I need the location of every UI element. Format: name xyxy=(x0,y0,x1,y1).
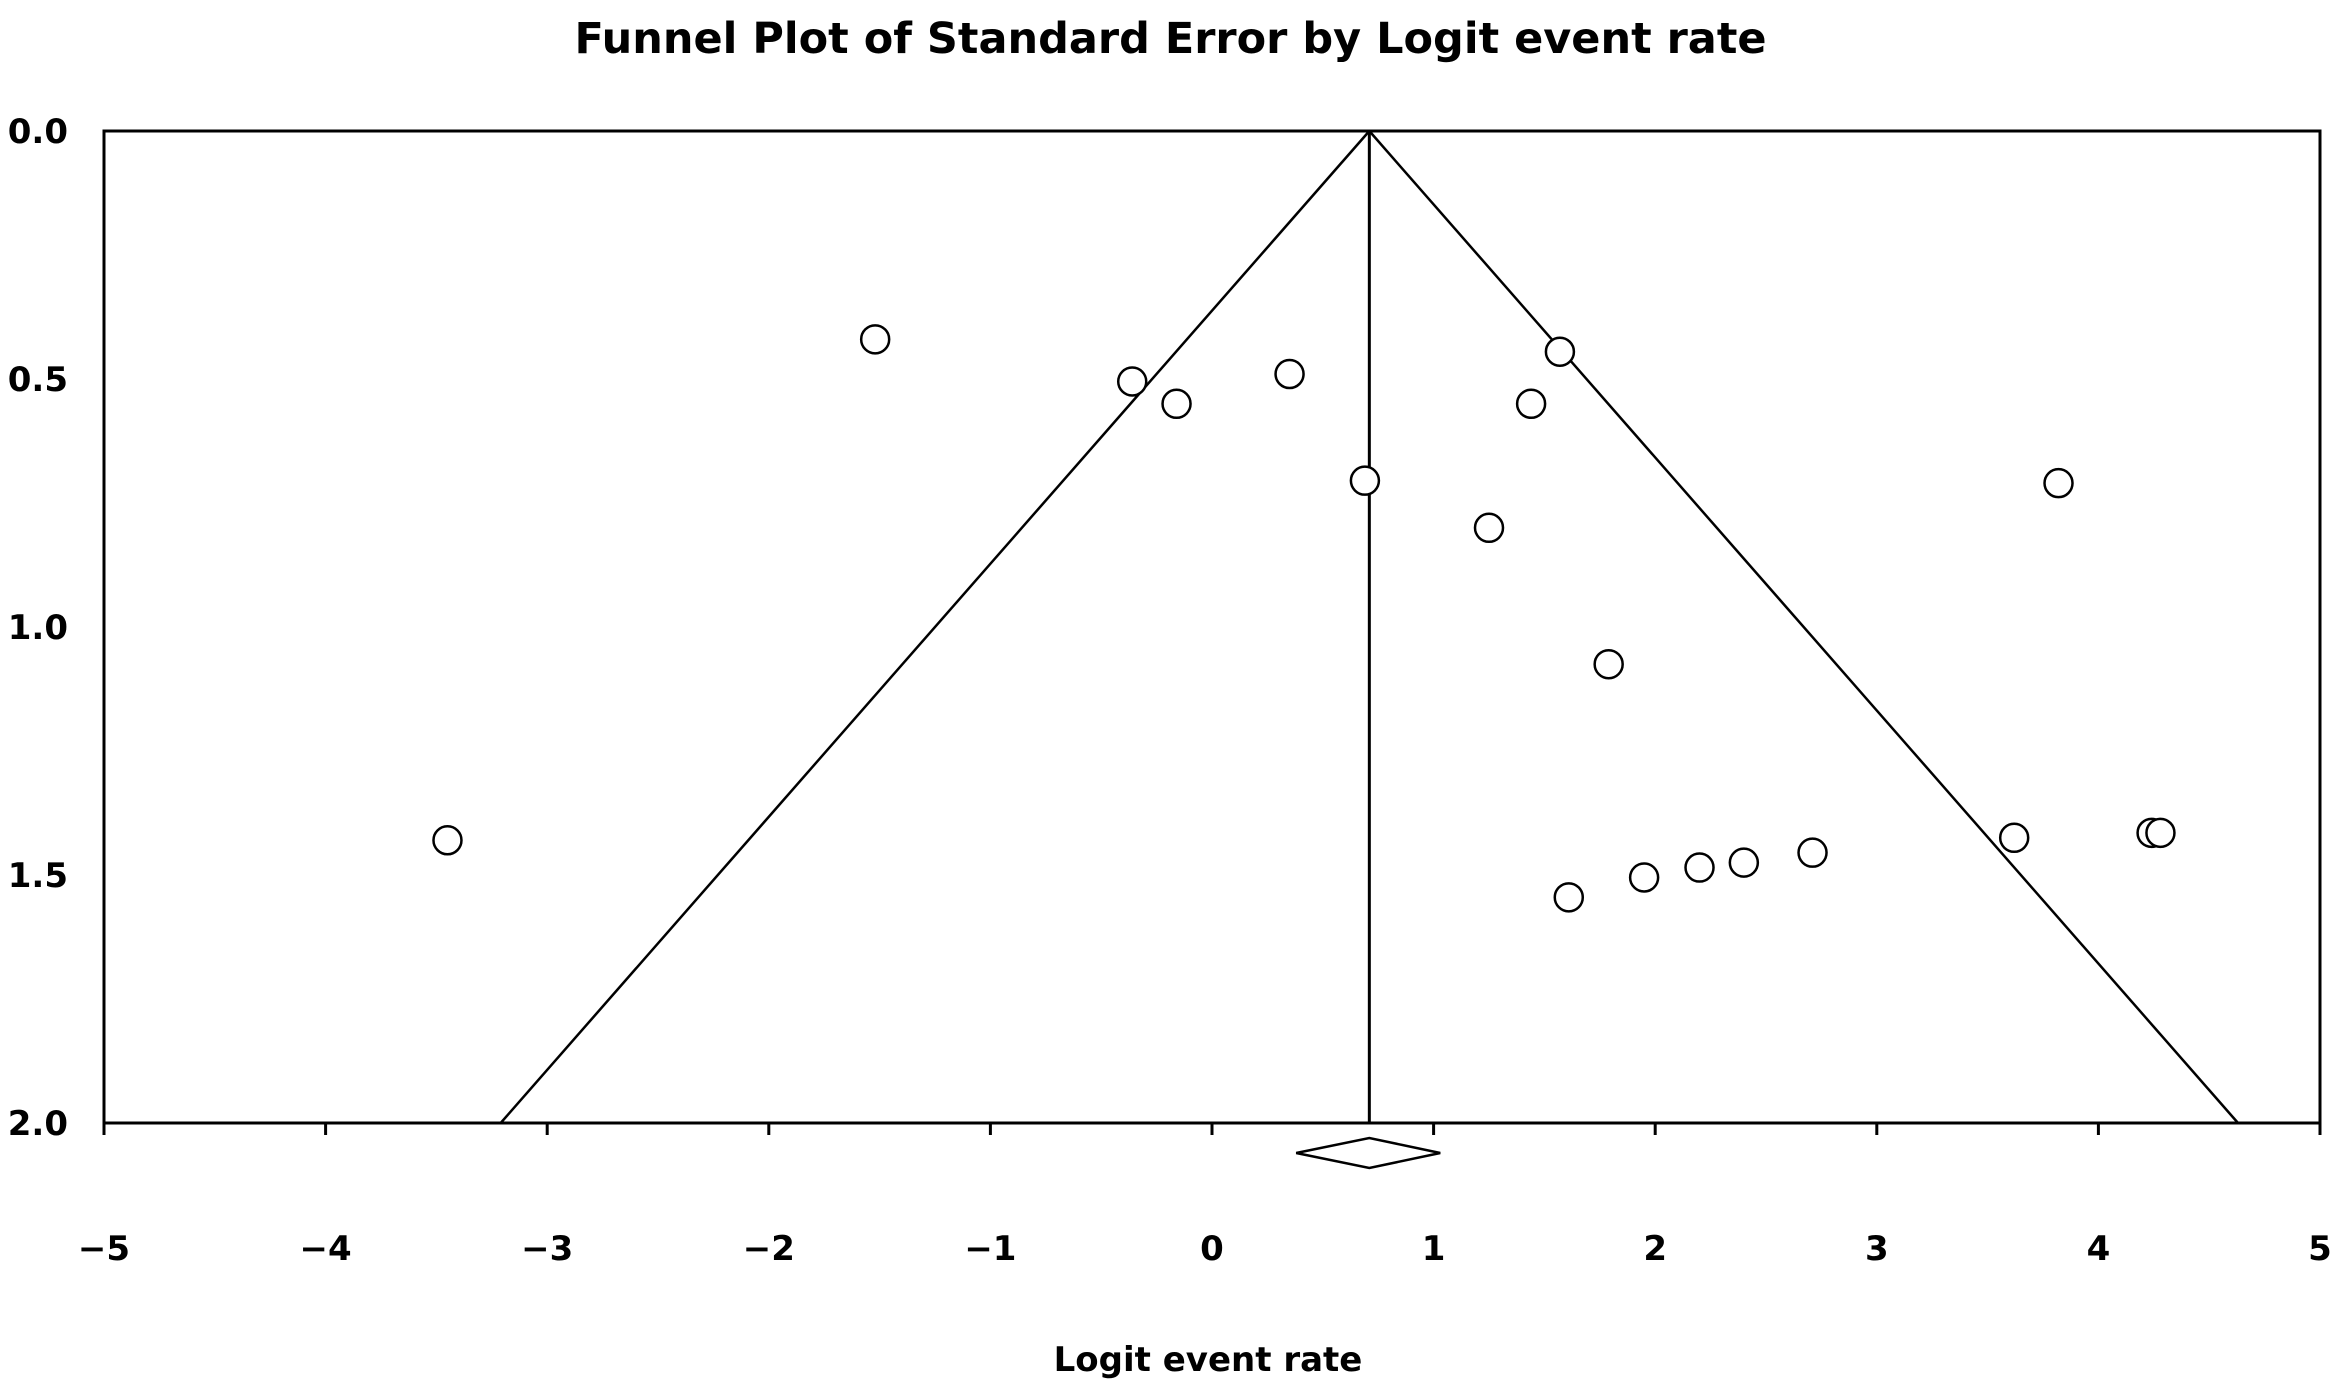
y-tick-label: 0.5 xyxy=(8,360,68,400)
x-tick-label: 2 xyxy=(1643,1229,1667,1269)
y-axis: 0.0 0.5 1.0 1.5 2.0 xyxy=(8,112,68,1144)
x-tick-label: 3 xyxy=(1865,1229,1889,1269)
study-point xyxy=(1116,366,1148,397)
summary-diamond-group xyxy=(1295,1136,1441,1170)
study-point xyxy=(1797,837,1828,868)
y-tick-label: 2.0 xyxy=(8,1104,68,1144)
y-tick-label: 1.0 xyxy=(8,608,68,648)
x-tick-label: 5 xyxy=(2308,1229,2332,1269)
study-point xyxy=(1684,852,1715,883)
data-points xyxy=(432,324,2176,913)
study-point xyxy=(859,324,891,355)
study-point xyxy=(1515,388,1547,420)
study-point xyxy=(1161,388,1192,420)
study-point xyxy=(1274,358,1305,390)
funnel-lines xyxy=(499,130,2239,1124)
plot-frame xyxy=(102,129,2322,1125)
x-tick-label: 0 xyxy=(1200,1229,1224,1269)
study-point xyxy=(1544,336,1576,367)
funnel-left-limit xyxy=(499,130,1371,1124)
study-point xyxy=(1473,512,1505,544)
x-tick-label: −5 xyxy=(78,1229,130,1269)
y-tick-label: 0.0 xyxy=(8,112,68,152)
x-tick-label: −2 xyxy=(743,1229,795,1269)
chart-title: Funnel Plot of Standard Error by Logit e… xyxy=(574,14,1767,64)
study-point xyxy=(2043,467,2074,499)
x-tick-label: −3 xyxy=(521,1229,573,1269)
study-point xyxy=(432,825,463,856)
x-tick-label: −4 xyxy=(300,1229,352,1269)
x-tick-label: −1 xyxy=(964,1229,1016,1269)
x-tick-label: 4 xyxy=(2087,1229,2111,1269)
x-axis-title: Logit event rate xyxy=(1053,1340,1363,1380)
study-point xyxy=(1628,862,1660,893)
study-point xyxy=(1553,882,1585,913)
y-tick-label: 1.5 xyxy=(8,856,68,896)
summary-diamond xyxy=(1295,1136,1441,1170)
study-point xyxy=(1998,822,2030,854)
funnel-right-limit xyxy=(1368,130,2239,1124)
x-axis: −5 −4 −3 −2 −1 0 1 2 3 4 5 xyxy=(78,1123,2332,1269)
study-point xyxy=(1349,465,1381,496)
study-point xyxy=(1593,648,1624,680)
x-tick-label: 1 xyxy=(1422,1229,1446,1269)
study-point xyxy=(2145,817,2176,849)
study-point xyxy=(1728,847,1760,878)
